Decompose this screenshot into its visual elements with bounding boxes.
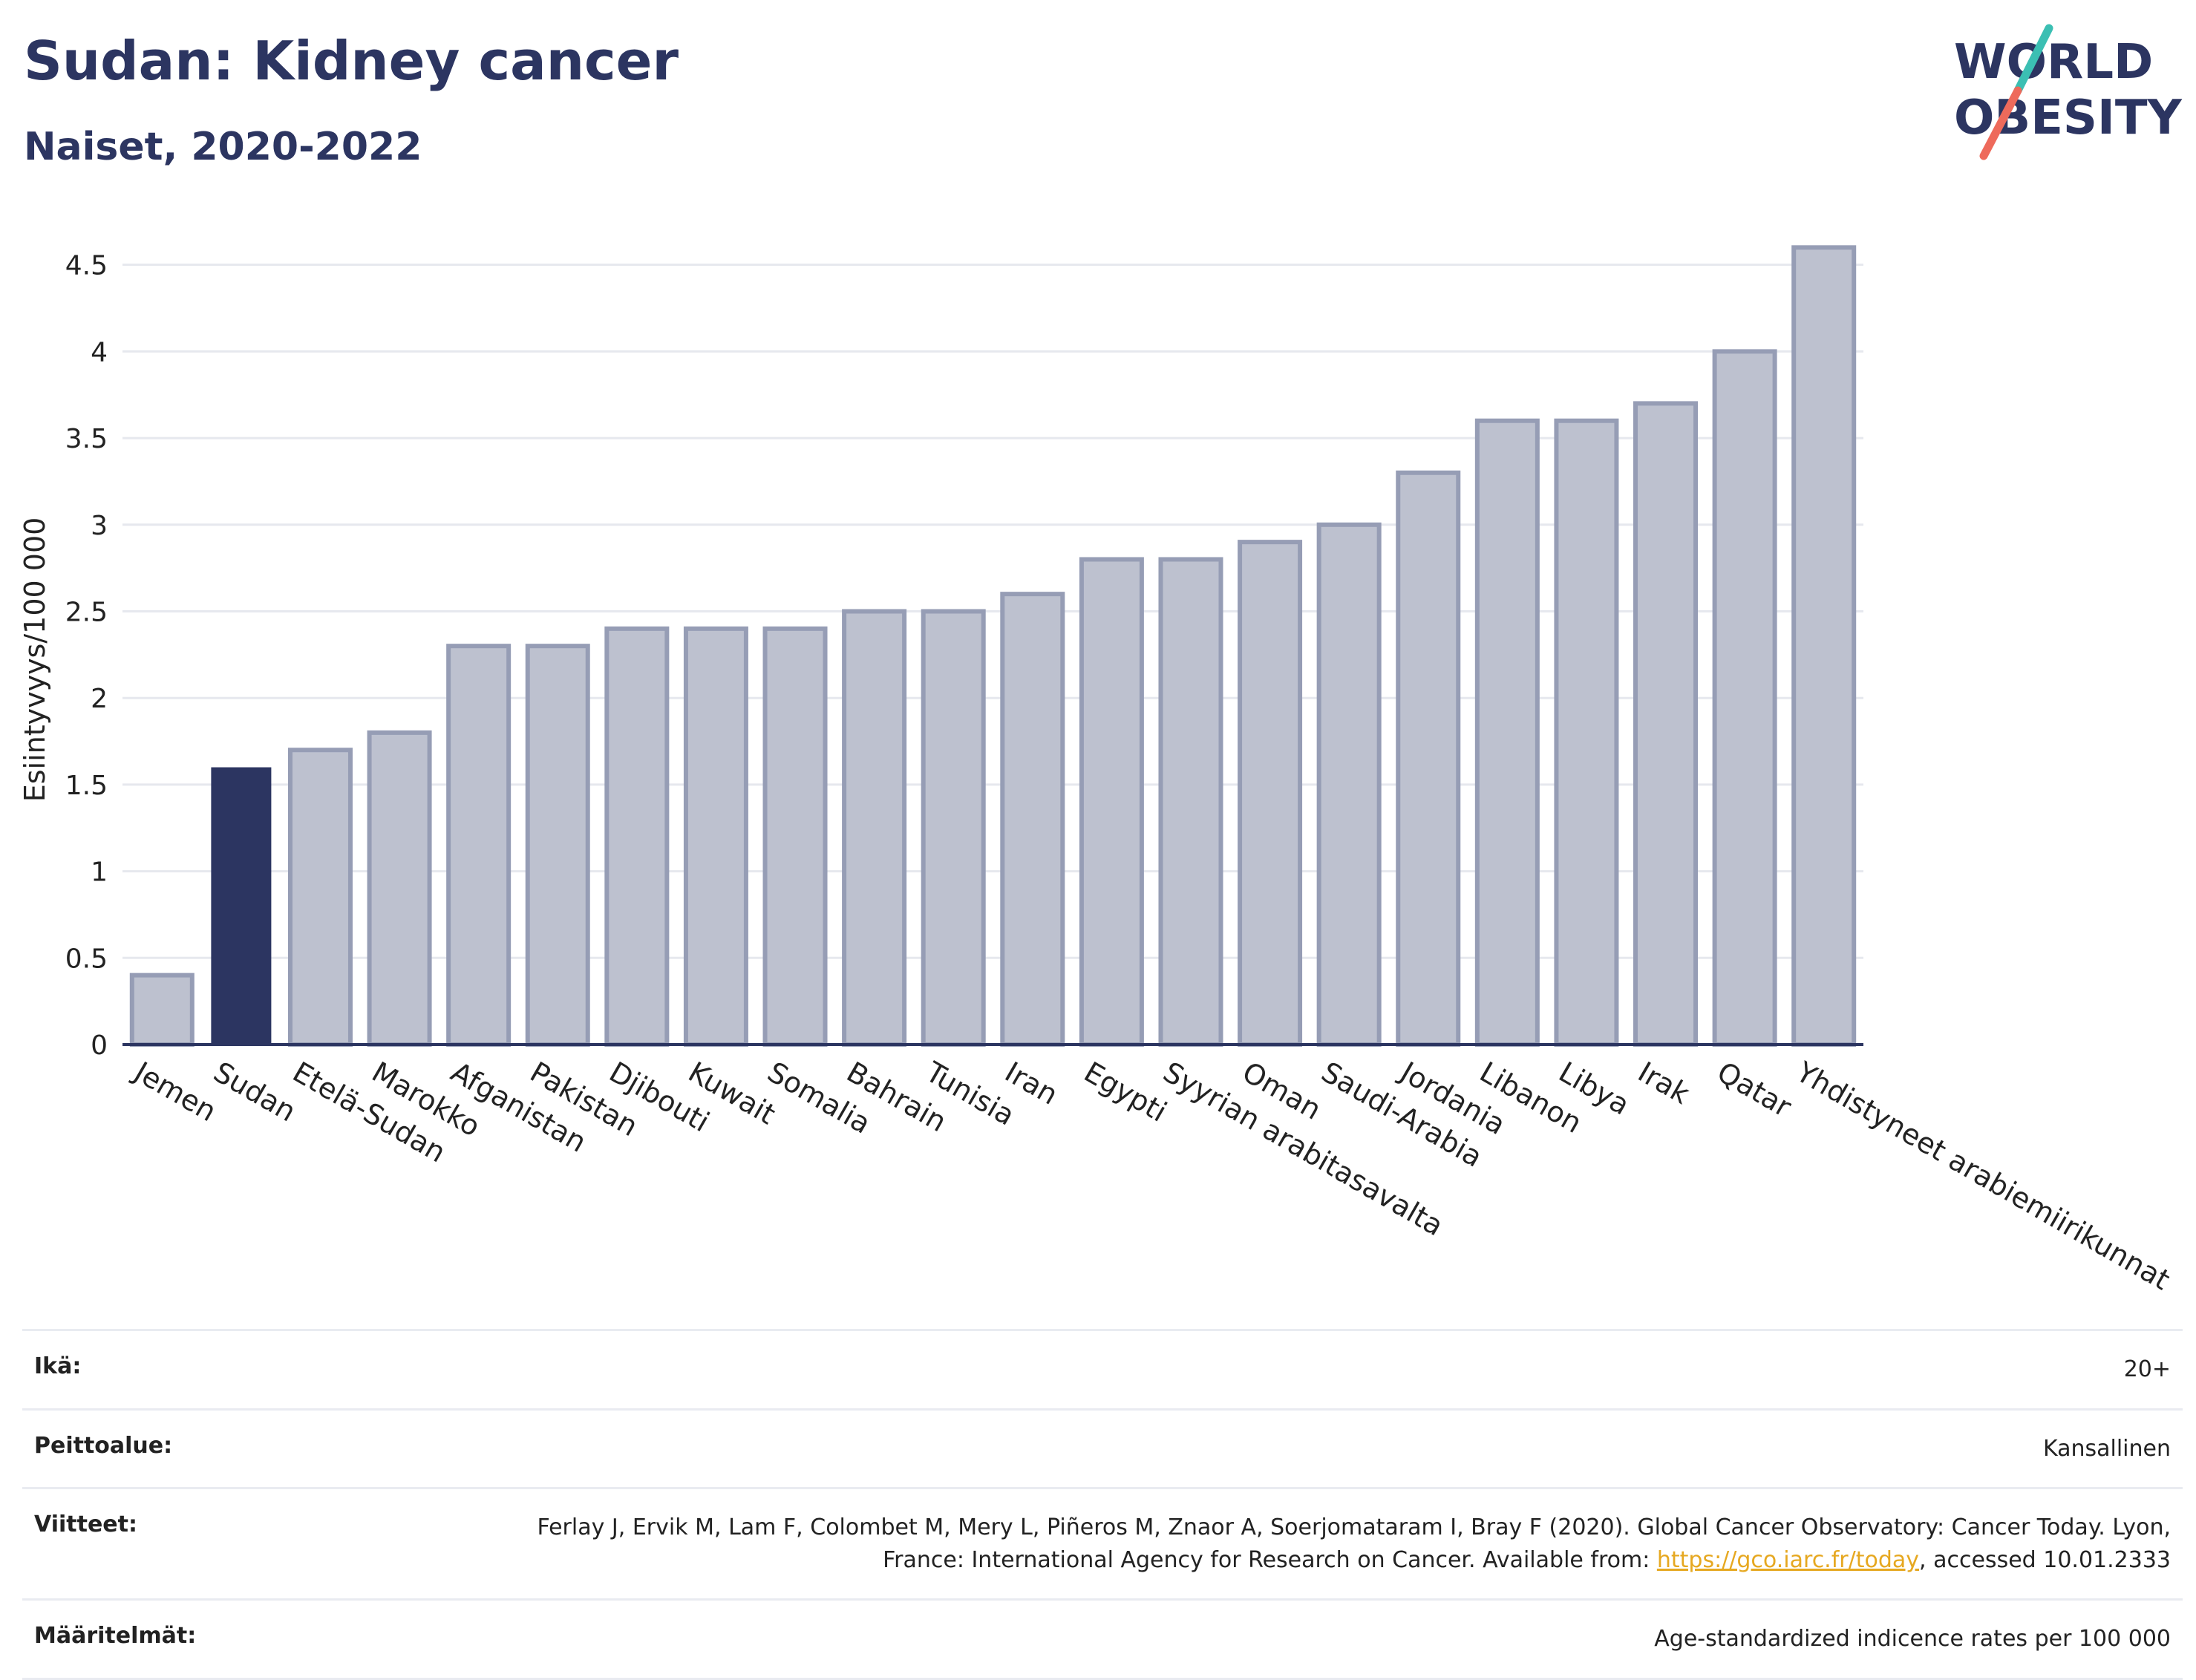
bar-bahrain bbox=[842, 609, 907, 1047]
info-row-references: Viitteet: Ferlay J, Ervik M, Lam F, Colo… bbox=[22, 1487, 2183, 1598]
age-label: Ikä: bbox=[34, 1353, 82, 1379]
bars bbox=[129, 245, 1857, 1047]
references-value: Ferlay J, Ervik M, Lam F, Colombet M, Me… bbox=[463, 1511, 2171, 1576]
x-tick-label: Irak bbox=[1633, 1056, 1695, 1111]
x-tick-label: Qatar bbox=[1712, 1056, 1797, 1124]
x-tick-label: Jemen bbox=[128, 1055, 222, 1128]
logo-text-world: WORLD bbox=[1954, 35, 2153, 90]
bar-libanon bbox=[1474, 418, 1540, 1047]
x-tick-labels: JemenSudanEtelä-SudanMarokkoAfganistanPa… bbox=[128, 1055, 2175, 1297]
info-row-age: Ikä: 20+ bbox=[22, 1329, 2183, 1408]
bar-saudi-arabia bbox=[1316, 522, 1382, 1047]
y-tick-label: 2 bbox=[91, 684, 108, 714]
y-tick-label: 3.5 bbox=[65, 424, 108, 454]
bar-oman bbox=[1238, 540, 1303, 1047]
y-tick-label: 4 bbox=[91, 337, 108, 367]
bar-afganistan bbox=[446, 644, 512, 1047]
definitions-label: Määritelmät: bbox=[34, 1623, 197, 1649]
references-text-end: , accessed 10.01.2333 bbox=[1919, 1546, 2171, 1573]
y-tick-label: 0 bbox=[91, 1030, 108, 1061]
y-axis-label: Esiintyvyys/100 000 bbox=[19, 517, 51, 803]
x-tick-label: Sudan bbox=[208, 1056, 301, 1128]
y-tick-label: 2.5 bbox=[65, 597, 108, 627]
y-tick-label: 1.5 bbox=[65, 771, 108, 801]
y-tick-label: 4.5 bbox=[65, 251, 108, 281]
bar-kuwait bbox=[683, 626, 748, 1047]
bar-tunisia bbox=[921, 609, 986, 1047]
bar-egypti bbox=[1079, 557, 1144, 1047]
references-link[interactable]: https://gco.iarc.fr/today bbox=[1656, 1546, 1920, 1573]
bar-syyrian-arabitasavalta bbox=[1158, 557, 1223, 1047]
info-row-coverage: Peittoalue: Kansallinen bbox=[22, 1408, 2183, 1488]
info-table: Ikä: 20+ Peittoalue: Kansallinen Viittee… bbox=[22, 1329, 2183, 1680]
age-value: 20+ bbox=[2123, 1356, 2171, 1382]
world-obesity-logo: WORLD OBESITY bbox=[1954, 24, 2182, 160]
bar-marokko bbox=[367, 730, 432, 1047]
bar-sudan bbox=[211, 767, 272, 1045]
coverage-label: Peittoalue: bbox=[34, 1432, 173, 1459]
bar-jemen bbox=[129, 973, 195, 1047]
bar-yhdistyneet-arabiemiirikunnat bbox=[1791, 245, 1857, 1047]
bar-iran bbox=[1000, 592, 1065, 1047]
bar-libya bbox=[1554, 418, 1619, 1047]
bar-qatar bbox=[1712, 349, 1777, 1047]
bar-djibouti bbox=[604, 626, 670, 1047]
logo-slash-coral bbox=[1979, 86, 2022, 160]
x-tick-label: Egypti bbox=[1079, 1056, 1172, 1128]
bar-pakistan bbox=[525, 644, 590, 1047]
x-tick-label: Yhdistyneet arabiemiirikunnat bbox=[1790, 1055, 2175, 1296]
definitions-value: Age-standardized indicence rates per 100… bbox=[1654, 1626, 2171, 1652]
bar-irak bbox=[1633, 401, 1699, 1047]
y-tick-labels: 0 0.5 1 1.5 2 2.5 3 3.5 4 4.5 bbox=[65, 251, 108, 1061]
y-tick-label: 3 bbox=[91, 511, 108, 541]
info-row-definitions: Määritelmät: Age-standardized indicence … bbox=[22, 1598, 2183, 1680]
logo-slash-teal bbox=[2013, 24, 2053, 95]
bar-chart: 0 0.5 1 1.5 2 2.5 3 3.5 4 4.5 JemenSudanEtelä-Sud… bbox=[19, 245, 2175, 1297]
coverage-value: Kansallinen bbox=[2042, 1435, 2171, 1462]
y-tick-label: 1 bbox=[91, 857, 108, 888]
references-text: Ferlay J, Ervik M, Lam F, Colombet M, Me… bbox=[537, 1514, 2171, 1573]
y-tick-label: 0.5 bbox=[65, 944, 108, 974]
chart-subtitle: Naiset, 2020-2022 bbox=[24, 125, 422, 169]
chart-title: Sudan: Kidney cancer bbox=[24, 30, 679, 92]
references-label: Viitteet: bbox=[34, 1511, 137, 1537]
bar-jordania bbox=[1396, 470, 1461, 1047]
logo-text-obesity: OBESITY bbox=[1954, 91, 2182, 146]
bar-etelä-sudan bbox=[287, 748, 353, 1047]
bar-somalia bbox=[762, 626, 828, 1047]
